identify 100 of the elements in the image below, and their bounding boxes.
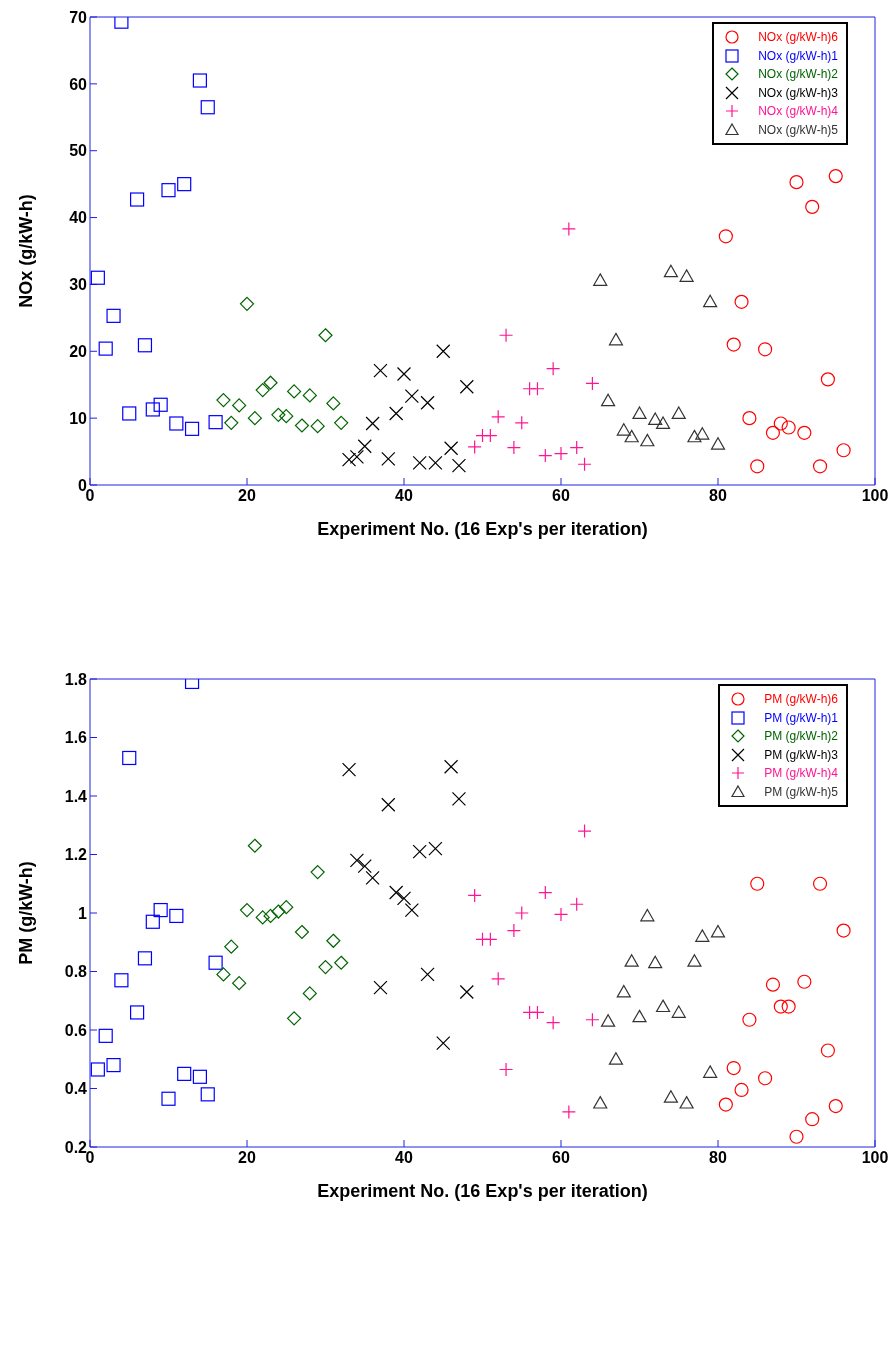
point (98, 1028, 113, 1043)
y-tick-label: 1.8 (64, 670, 88, 688)
point (703, 1065, 718, 1078)
point (373, 363, 388, 378)
legend-label: NOx (g/kW-h)6 (758, 30, 838, 45)
point (341, 452, 357, 467)
y-tick-label: 10 (69, 409, 88, 427)
y-tick-label: 1 (78, 904, 88, 922)
point (389, 406, 404, 421)
point (349, 449, 364, 465)
point (498, 1062, 514, 1077)
point (428, 841, 443, 856)
point (679, 1096, 694, 1109)
point (373, 980, 388, 995)
point (200, 1087, 215, 1102)
y-tick-label: 0.4 (64, 1080, 88, 1098)
point (263, 375, 278, 390)
point (444, 441, 459, 456)
point (828, 1098, 843, 1114)
point (247, 411, 262, 426)
point (216, 967, 231, 982)
point (577, 824, 592, 839)
point (538, 885, 553, 900)
point (334, 955, 349, 970)
point (671, 1005, 686, 1018)
y-tick-label: 40 (69, 209, 88, 227)
point (302, 986, 317, 1001)
point (451, 791, 467, 807)
point (239, 296, 255, 311)
point (232, 398, 247, 413)
point (169, 416, 184, 431)
point (718, 1097, 733, 1112)
point (318, 960, 333, 975)
point (530, 381, 545, 396)
point (279, 409, 294, 424)
point (601, 393, 616, 407)
point (828, 169, 843, 184)
point (797, 974, 812, 989)
point (561, 1104, 576, 1119)
point (208, 955, 223, 970)
point (663, 264, 678, 278)
point (530, 1005, 545, 1020)
point (90, 270, 105, 285)
point (812, 459, 828, 474)
point (836, 923, 851, 938)
point (357, 439, 372, 454)
point (192, 1069, 207, 1084)
point (255, 382, 270, 398)
point (616, 423, 631, 436)
point (703, 294, 718, 308)
point (365, 416, 380, 431)
point (514, 905, 529, 921)
point (687, 429, 702, 443)
point (765, 425, 781, 440)
legend-label: NOx (g/kW-h)4 (758, 104, 838, 119)
point (137, 951, 153, 966)
point (781, 999, 796, 1014)
point (608, 1052, 624, 1065)
legend-label: NOx (g/kW-h)5 (758, 122, 838, 137)
point (608, 332, 624, 346)
point (467, 888, 482, 903)
y-tick-label: 1.2 (64, 846, 88, 864)
point (836, 443, 851, 458)
point (593, 273, 608, 286)
point (483, 428, 498, 443)
point (553, 446, 569, 461)
x-tick-label: 20 (238, 487, 256, 505)
point (365, 870, 380, 885)
point (710, 437, 726, 450)
point (404, 388, 419, 404)
point (247, 838, 262, 853)
x-tick-label: 100 (861, 1149, 889, 1167)
point (161, 1091, 176, 1106)
point (357, 859, 372, 874)
point (145, 402, 160, 417)
point (381, 451, 396, 467)
point (341, 762, 357, 777)
point (412, 455, 427, 471)
legend-label: NOx (g/kW-h)3 (758, 85, 838, 100)
y-tick-label: 1.6 (64, 729, 88, 747)
point (294, 924, 310, 940)
point (805, 1112, 820, 1127)
point (797, 425, 812, 440)
point (177, 1066, 192, 1081)
point (326, 933, 341, 948)
point (648, 412, 663, 425)
point (750, 459, 765, 474)
point (538, 448, 553, 463)
point (546, 1015, 561, 1030)
point (734, 294, 749, 309)
point (279, 900, 294, 915)
point (679, 269, 694, 282)
point (436, 344, 451, 359)
point (805, 199, 820, 214)
point (585, 1012, 600, 1027)
point (161, 183, 176, 198)
point (671, 406, 686, 419)
point (820, 372, 835, 387)
point (820, 1043, 835, 1058)
point (569, 440, 584, 455)
